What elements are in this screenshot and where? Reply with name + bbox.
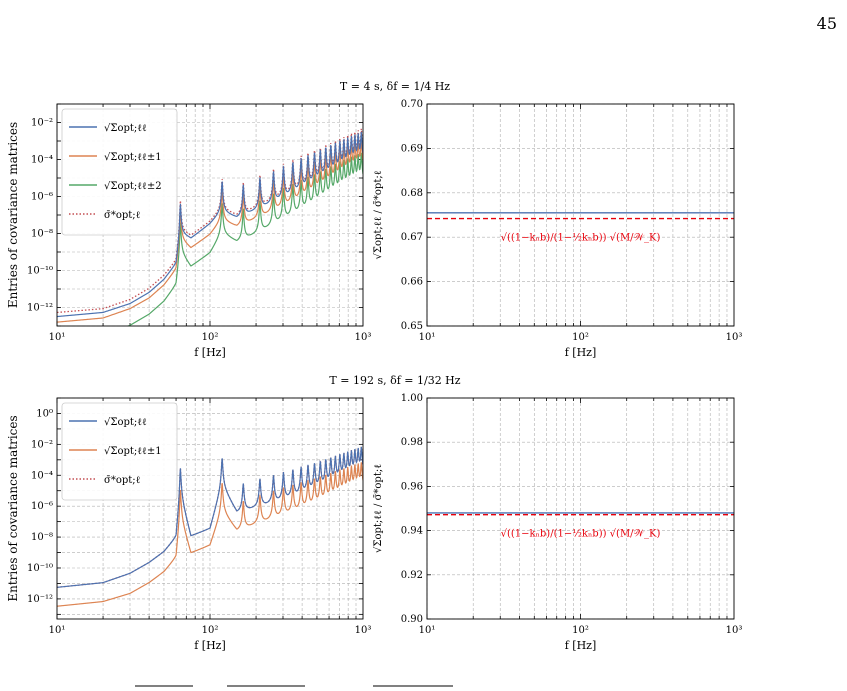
axes-frame-top-right <box>426 103 735 327</box>
y-axis-label: √Σ̄opt;ℓℓ / σ̄*opt;ℓ <box>373 464 384 553</box>
series-line-sigma <box>57 128 363 314</box>
y-tick-label: 0.67 <box>401 232 423 243</box>
series-line-offdiag1 <box>57 462 363 607</box>
x-axis-label: f [Hz] <box>194 639 226 652</box>
footnote-rule-lines <box>135 685 453 687</box>
series-line-offdiag1 <box>57 139 363 323</box>
legend-label-diag: √Σ̄opt;ℓℓ <box>104 417 147 428</box>
legend-box <box>61 402 178 501</box>
series-line-offdiag2 <box>126 152 363 326</box>
y-tick-label: 1.00 <box>401 393 423 404</box>
page-number: 45 <box>816 14 837 33</box>
x-tick-label: 10³ <box>726 332 743 343</box>
y-tick-label: 10⁻⁴ <box>31 470 53 481</box>
x-tick-label: 10¹ <box>419 332 436 343</box>
y-tick-label: 10⁻⁸ <box>31 532 53 543</box>
y-axis-label: √Σ̄opt;ℓℓ / σ̄*opt;ℓ <box>373 171 384 260</box>
y-tick-label: 0.65 <box>401 321 423 332</box>
y-tick-label: 0.96 <box>401 481 423 492</box>
x-tick-label: 10² <box>202 332 219 343</box>
legend-label-sigma: σ̄*opt;ℓ <box>104 210 140 221</box>
y-tick-label: 10⁻¹² <box>27 303 53 314</box>
legend-label-offdiag1: √Σ̄opt;ℓℓ±1 <box>104 446 162 457</box>
plot-area-bottom-right <box>426 397 734 620</box>
y-tick-label: 10⁻¹⁰ <box>27 266 53 277</box>
y-tick-label: 0.66 <box>401 277 423 288</box>
x-tick-label: 10¹ <box>419 625 436 636</box>
x-tick-label: 10³ <box>726 625 743 636</box>
axes-frame-bottom-left <box>56 397 364 620</box>
y-axis-label: Entries of covariance matrices <box>6 122 20 308</box>
x-tick-label: 10² <box>202 625 219 636</box>
series-group-top-left <box>57 128 363 326</box>
x-tick-label: 10¹ <box>49 332 66 343</box>
y-tick-label: 10⁻¹⁰ <box>27 563 53 574</box>
x-tick-label: 10² <box>572 625 589 636</box>
panel-title: T = 4 s, δf = 1/4 Hz <box>340 80 450 93</box>
x-tick-label: 10³ <box>355 332 372 343</box>
legend-label-diag: √Σ̄opt;ℓℓ <box>104 123 147 134</box>
legend-label-offdiag2: √Σ̄opt;ℓℓ±2 <box>104 181 162 192</box>
series-line-diag <box>57 131 363 318</box>
y-tick-label: 10⁻⁶ <box>31 501 53 512</box>
axes-frame-bottom-right <box>426 397 735 620</box>
formula-annotation: √((1−kₙb)/(1−½kₙb)) √(M/𝒲_K) <box>501 529 661 540</box>
y-axis-label: Entries of covariance matrices <box>6 415 20 601</box>
axes-frame-top-left <box>56 103 364 327</box>
figure: √Σ̄opt;ℓℓ √Σ̄opt;ℓℓ±1 √Σ̄opt;ℓℓ±2 σ̄*opt;ℓ 1… <box>6 80 743 652</box>
y-tick-label: 10⁻⁸ <box>31 229 53 240</box>
legend-box <box>61 108 178 236</box>
series-line-diag <box>57 446 363 588</box>
y-tick-label: 0.70 <box>401 99 423 110</box>
series-group-bottom-left <box>57 446 363 607</box>
y-tick-label: 10⁻⁶ <box>31 192 53 203</box>
x-axis-label: f [Hz] <box>565 639 597 652</box>
x-tick-label: 10³ <box>355 625 372 636</box>
x-axis-label: f [Hz] <box>565 346 597 359</box>
y-tick-label: 0.69 <box>401 143 423 154</box>
y-tick-label: 0.68 <box>401 188 423 199</box>
y-tick-label: 10⁻² <box>31 118 53 129</box>
footnote-rule <box>135 672 455 687</box>
y-tick-label: 10⁻² <box>31 439 53 450</box>
y-tick-label: 0.90 <box>401 614 423 625</box>
legend-label-sigma: σ̄*opt;ℓ <box>104 475 140 486</box>
y-tick-label: 0.94 <box>401 526 423 537</box>
plot-area-top-right <box>426 103 734 327</box>
y-tick-label: 10⁰ <box>36 408 53 419</box>
y-tick-label: 0.92 <box>401 570 423 581</box>
legend-label-offdiag1: √Σ̄opt;ℓℓ±1 <box>104 152 162 163</box>
panel-title: T = 192 s, δf = 1/32 Hz <box>329 374 460 387</box>
y-tick-label: 10⁻⁴ <box>31 155 53 166</box>
x-tick-label: 10² <box>572 332 589 343</box>
x-axis-label: f [Hz] <box>194 346 226 359</box>
y-tick-label: 10⁻¹² <box>27 594 53 605</box>
y-tick-label: 0.98 <box>401 437 423 448</box>
x-tick-label: 10¹ <box>49 625 66 636</box>
formula-annotation: √((1−kₙb)/(1−½kₙb)) √(M/𝒲_K) <box>501 233 661 244</box>
